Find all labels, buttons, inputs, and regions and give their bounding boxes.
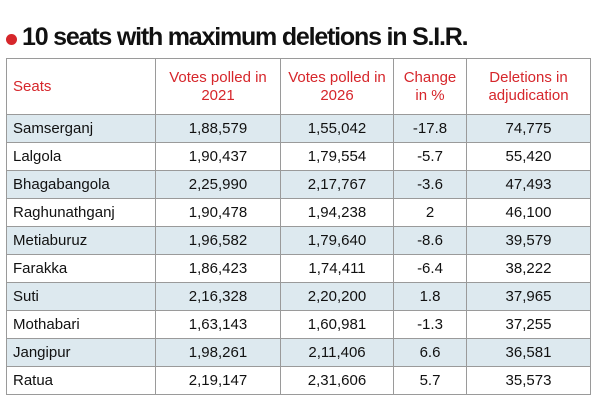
table-cell: 6.6 [393, 338, 467, 367]
table-row: Bhagabangola 2,25,990 2,17,767 -3.6 47,493 [6, 170, 591, 199]
table-cell: 1,79,640 [280, 226, 394, 255]
header-row: Seats Votes polled in 2021 Votes polled in… [6, 58, 591, 115]
column-header: Seats [6, 58, 156, 115]
table-cell: 36,581 [466, 338, 591, 367]
table-cell: 1,63,143 [155, 310, 281, 339]
table-cell: 74,775 [466, 114, 591, 143]
table-row: Metiaburuz 1,96,582 1,79,640 -8.6 39,579 [6, 226, 591, 255]
bullet [6, 33, 17, 45]
table-cell: 1,55,042 [280, 114, 394, 143]
table-cell: -3.6 [393, 170, 467, 199]
table-cell: 37,965 [466, 282, 591, 311]
table-cell: 1,90,437 [155, 142, 281, 171]
table-cell: 2,25,990 [155, 170, 281, 199]
table-row: Raghunathganj 1,90,478 1,94,238 2 46,100 [6, 198, 591, 227]
column-header: Deletions in adjudication [466, 58, 591, 115]
table-cell: 5.7 [393, 366, 467, 395]
table-cell: 38,222 [466, 254, 591, 283]
table-cell: 1,98,261 [155, 338, 281, 367]
seat-name: Metiaburuz [6, 226, 156, 255]
title: 10 seats with maximum deletions in S.I.R… [22, 22, 469, 51]
table-row: Suti 2,16,328 2,20,200 1.8 37,965 [6, 282, 591, 311]
seat-name: Jangipur [6, 338, 156, 367]
table-cell: 37,255 [466, 310, 591, 339]
table-cell: 46,100 [466, 198, 591, 227]
table-row: Samserganj 1,88,579 1,55,042 -17.8 74,775 [6, 114, 591, 143]
table-cell: -17.8 [393, 114, 467, 143]
title-block: 10 seats with maximum deletions in S.I.R… [6, 20, 469, 54]
table-cell: 2,19,147 [155, 366, 281, 395]
column-header: Votes polled in 2026 [280, 58, 394, 115]
table-cell: 1,60,981 [280, 310, 394, 339]
table-cell: 1,96,582 [155, 226, 281, 255]
table-row: Jangipur 1,98,261 2,11,406 6.6 36,581 [6, 338, 591, 367]
table-cell: 2,31,606 [280, 366, 394, 395]
table-cell: -1.3 [393, 310, 467, 339]
table-cell: 1.8 [393, 282, 467, 311]
seat-name: Suti [6, 282, 156, 311]
table-cell: 2 [393, 198, 467, 227]
column-header: Votes polled in 2021 [155, 58, 281, 115]
table-cell: 1,88,579 [155, 114, 281, 143]
data-table: Seats Votes polled in 2021 Votes polled in… [6, 58, 591, 395]
table-cell: 1,79,554 [280, 142, 394, 171]
table-cell: 47,493 [466, 170, 591, 199]
table-cell: 2,16,328 [155, 282, 281, 311]
table-cell: -5.7 [393, 142, 467, 171]
table-cell: -6.4 [393, 254, 467, 283]
table-cell: 2,11,406 [280, 338, 394, 367]
table-row: Farakka 1,86,423 1,74,411 -6.4 38,222 [6, 254, 591, 283]
table-cell: -8.6 [393, 226, 467, 255]
seat-name: Mothabari [6, 310, 156, 339]
table-row: Lalgola 1,90,437 1,79,554 -5.7 55,420 [6, 142, 591, 171]
seat-name: Ratua [6, 366, 156, 395]
seat-name: Lalgola [6, 142, 156, 171]
column-header: Change in % [393, 58, 467, 115]
table-body: Samserganj 1,88,579 1,55,042 -17.8 74,775 Lal… [6, 114, 591, 395]
seat-name: Raghunathganj [6, 198, 156, 227]
table-cell: 39,579 [466, 226, 591, 255]
table-cell: 1,86,423 [155, 254, 281, 283]
seat-name: Samserganj [6, 114, 156, 143]
table-row: Mothabari 1,63,143 1,60,981 -1.3 37,255 [6, 310, 591, 339]
table-cell: 1,74,411 [280, 254, 394, 283]
table-cell: 2,17,767 [280, 170, 394, 199]
seat-name: Bhagabangola [6, 170, 156, 199]
table-cell: 35,573 [466, 366, 591, 395]
seat-name: Farakka [6, 254, 156, 283]
table-row: Ratua 2,19,147 2,31,606 5.7 35,573 [6, 366, 591, 395]
table-cell: 1,90,478 [155, 198, 281, 227]
table-cell: 1,94,238 [280, 198, 394, 227]
table-cell: 2,20,200 [280, 282, 394, 311]
table-cell: 55,420 [466, 142, 591, 171]
